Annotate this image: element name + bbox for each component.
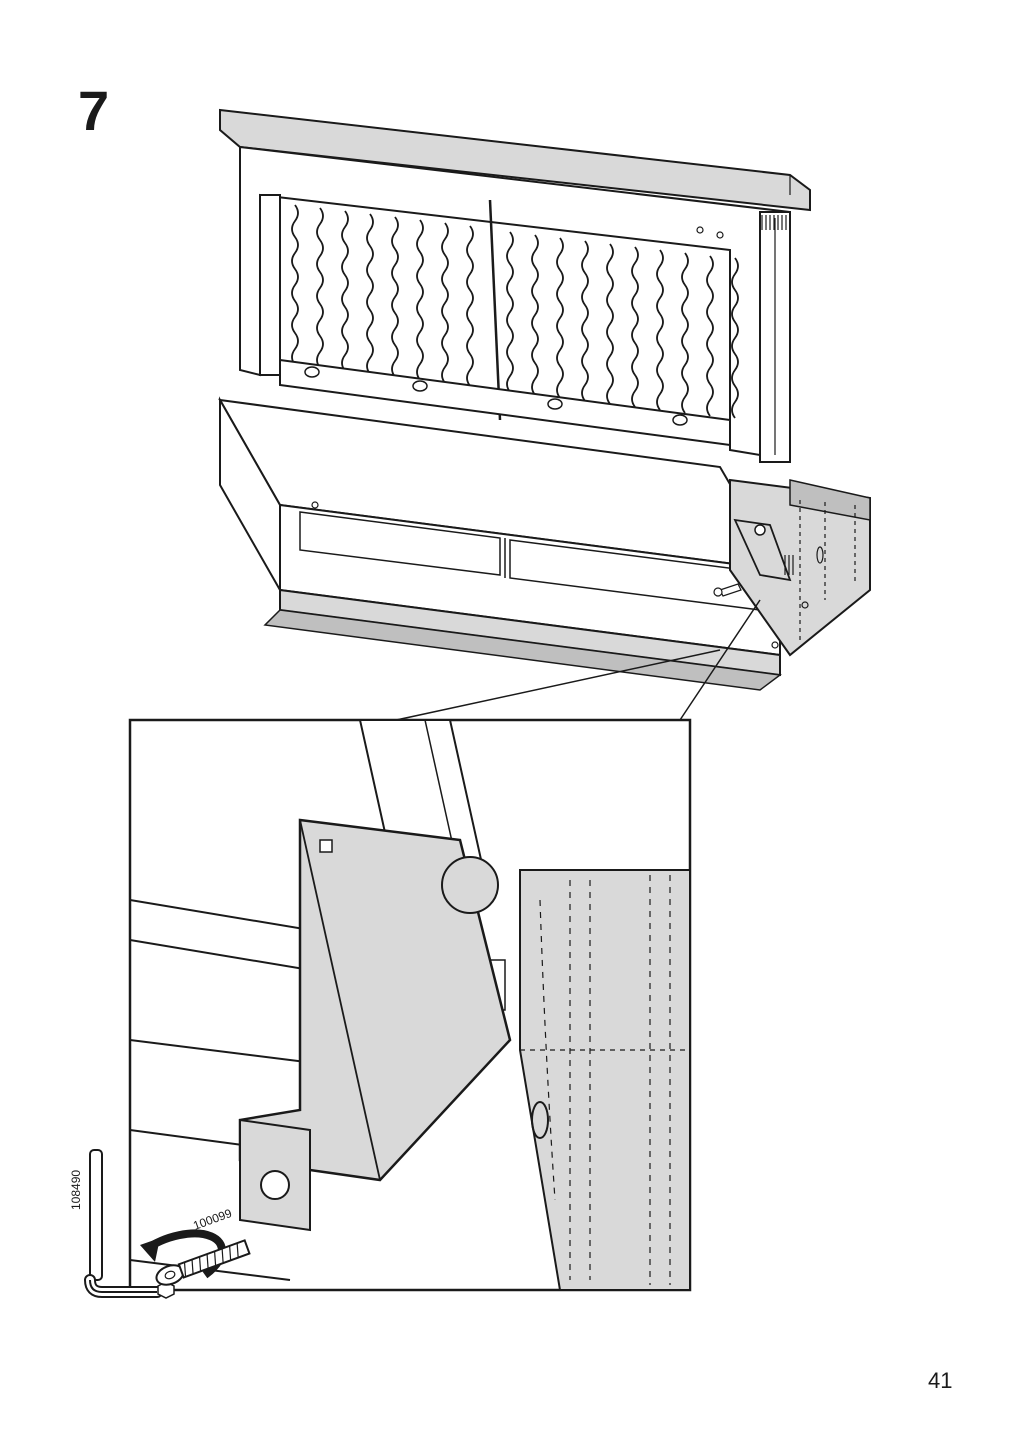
sofa-frame-iso: [220, 110, 870, 690]
assembly-illustration: 108490: [0, 0, 1012, 1432]
allen-key-label: 108490: [69, 1170, 83, 1210]
instruction-page: 7 41: [0, 0, 1012, 1432]
